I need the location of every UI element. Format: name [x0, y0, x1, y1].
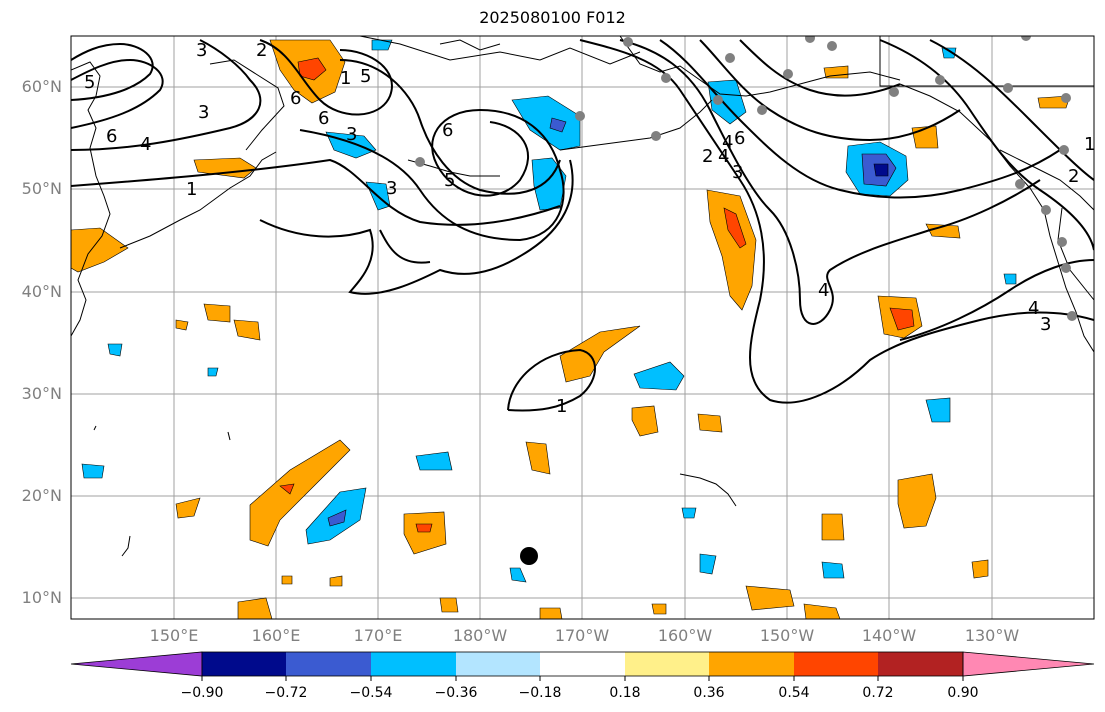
colorbar-bin: [371, 652, 456, 676]
contour-label: 3: [1040, 314, 1051, 335]
contour-label: 3: [196, 40, 207, 61]
contour-label: 5: [444, 170, 455, 191]
positive-anomaly-shading: [71, 39, 1071, 619]
lat-label: 50°N: [21, 179, 62, 198]
lon-label: 150°W: [759, 626, 815, 645]
contour-label-group: 5 6 4 1 2 3 6 6 5 3 6 5 3 1 2 4 3 4 6 4 …: [84, 40, 1095, 417]
colorbar-bin: [202, 652, 286, 676]
contour-label: 2: [1068, 166, 1079, 187]
contour-label: 2: [256, 40, 267, 61]
contour-label: 3: [198, 102, 209, 123]
contour-label: 5: [84, 72, 95, 93]
contour-label: 6: [442, 120, 453, 141]
colorbar-tick-label: −0.90: [180, 685, 224, 701]
contour-label: 1: [556, 396, 567, 417]
map-frame: [70, 35, 1095, 620]
lon-label: 160°W: [657, 626, 713, 645]
colorbar-bin: [878, 652, 963, 676]
lat-label: 20°N: [21, 486, 62, 505]
colorbar: [70, 651, 1095, 681]
colorbar-tick-label: 0.36: [693, 685, 725, 701]
contour-label: 1: [340, 68, 351, 89]
colorbar-bin: [286, 652, 371, 676]
lon-label: 130°W: [964, 626, 1020, 645]
lon-label: 170°E: [353, 626, 403, 645]
colorbar-bin: [456, 652, 540, 676]
colorbar-outline: [201, 651, 964, 677]
lat-label: 60°N: [21, 77, 62, 96]
lat-label: 30°N: [21, 384, 62, 403]
contour-label: 6: [318, 108, 329, 129]
contour-label: 6: [290, 88, 301, 109]
colorbar-bin: [709, 652, 794, 676]
contour-label: 3: [732, 162, 743, 183]
colorbar-bin: [794, 652, 878, 676]
contour-label: 3: [386, 178, 397, 199]
contour-label: 1: [186, 179, 197, 200]
contour-label: 3: [346, 124, 357, 145]
lon-label: 150°E: [149, 626, 199, 645]
colorbar-tick-label: 0.90: [947, 685, 979, 701]
lat-label: 40°N: [21, 282, 62, 301]
colorbar-tick-label: −0.36: [434, 685, 478, 701]
contour-label: 1: [1084, 134, 1095, 155]
lon-label: 180°W: [452, 626, 508, 645]
lat-label: 10°N: [21, 588, 62, 607]
lon-label: 140°W: [861, 626, 917, 645]
contour-label: 6: [106, 126, 117, 147]
contour-label: 2: [702, 146, 713, 167]
lon-gridlines: [173, 36, 993, 619]
colorbar-bin: [625, 652, 709, 676]
lon-label: 170°W: [554, 626, 610, 645]
lon-label: 160°E: [251, 626, 301, 645]
contour-label: 4: [722, 132, 733, 153]
colorbar-tick-label: −0.18: [518, 685, 562, 701]
contour-lines: [71, 39, 1094, 412]
contour-label: 4: [718, 146, 729, 167]
colorbar-tick-label: −0.72: [264, 685, 308, 701]
colorbar-tick-label: 0.54: [778, 685, 810, 701]
colorbar-bin: [540, 652, 625, 676]
contour-label: 4: [140, 134, 151, 155]
colorbar-extend-min: [70, 651, 203, 677]
map-title: 2025080100 F012: [479, 8, 626, 27]
contour-label: 4: [1028, 298, 1039, 319]
colorbar-tick-label: 0.18: [609, 685, 641, 701]
contour-label: 4: [818, 280, 829, 301]
contour-label: 5: [360, 66, 371, 87]
marker-dot: [520, 547, 538, 565]
contour-label: 6: [734, 128, 745, 149]
colorbar-extend-max: [962, 651, 1095, 677]
colorbar-tick-label: 0.72: [862, 685, 894, 701]
station-dots: [415, 36, 1077, 321]
colorbar-tick-label: −0.54: [349, 685, 393, 701]
